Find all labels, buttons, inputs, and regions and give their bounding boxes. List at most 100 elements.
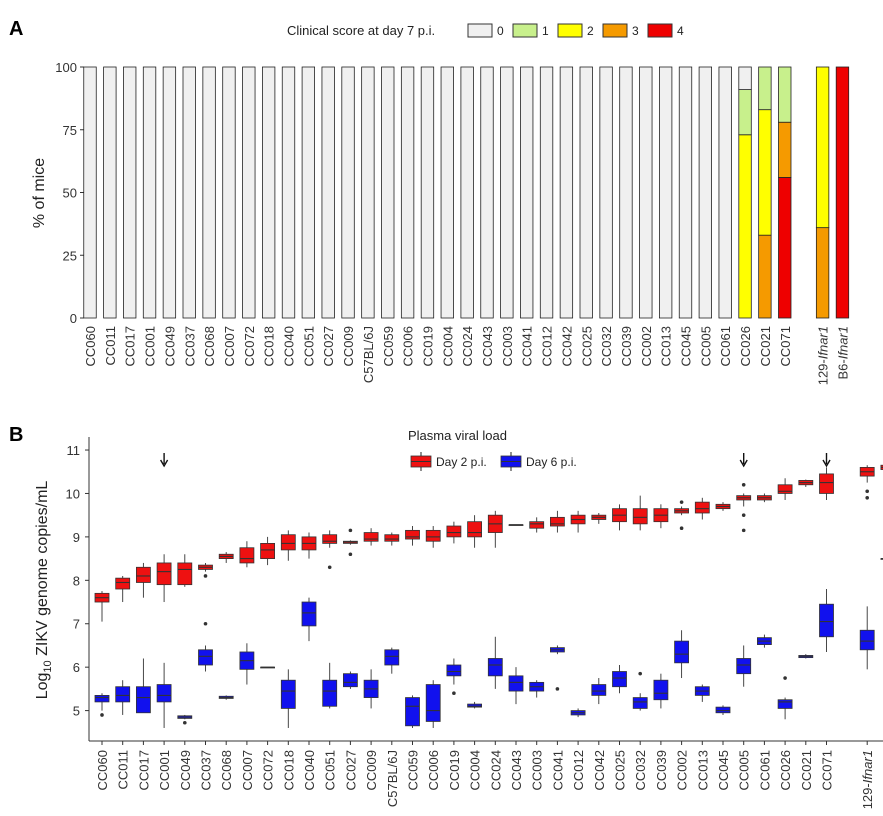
bar-segment (400, 66, 415, 319)
bar-segment (718, 66, 732, 319)
y-axis-title-part: Log (34, 673, 51, 700)
box-day6 (467, 701, 483, 709)
outlier-point (203, 574, 208, 578)
outlier-point (783, 676, 787, 680)
box-body (819, 473, 834, 494)
x-tick-label-part: B6- (835, 359, 850, 379)
x-tick-label: CC012 (571, 750, 586, 790)
x-tick-label-part: 129- (860, 783, 875, 809)
bar-segment (758, 66, 772, 111)
x-tick-label: CC011 (103, 326, 118, 366)
y-tick-label: 7 (73, 617, 80, 632)
box-body (322, 679, 338, 707)
x-tick-label: CC003 (500, 326, 515, 366)
x-tick-label: CC021 (799, 750, 814, 790)
box-body (632, 697, 648, 709)
bar-segment (619, 66, 633, 319)
outlier-point (741, 513, 746, 517)
bar-segment (341, 66, 355, 319)
y-axis-title-part: ZIKV genome copies/mL (34, 481, 51, 661)
x-tick-label: CC004 (440, 326, 455, 366)
box-day2 (218, 552, 234, 563)
bar-segment (778, 121, 792, 178)
box-day2 (446, 521, 462, 544)
box-day2 (280, 530, 296, 561)
x-tick-label: CC018 (281, 750, 296, 790)
bar-segment (301, 66, 316, 319)
box-day2 (859, 465, 875, 500)
x-tick-label: CC071 (778, 326, 793, 366)
x-tick-label: CC045 (679, 326, 694, 366)
x-tick-label: CC040 (282, 326, 297, 366)
bar-segment (520, 66, 534, 319)
box-body (156, 684, 172, 703)
y-axis-title-part: 10 (42, 660, 54, 672)
y-tick-label: 0 (70, 311, 77, 326)
bar-segment (420, 66, 435, 319)
box-day6 (239, 643, 255, 685)
box-body (777, 484, 793, 494)
box-body (674, 640, 689, 664)
x-tick-label: CC037 (182, 326, 197, 366)
box-day2 (177, 554, 193, 587)
outlier-point (327, 565, 332, 570)
box-day2 (198, 562, 213, 578)
x-tick-label: CC009 (364, 750, 379, 790)
box-day6 (777, 676, 793, 720)
outlier-point (638, 671, 642, 676)
x-tick-label-part: 129- (816, 359, 831, 385)
y-tick-label: 11 (67, 443, 81, 458)
box-body (94, 695, 110, 703)
x-tick-label: CC068 (202, 326, 217, 366)
box-body (487, 658, 503, 677)
box-day2 (342, 528, 358, 557)
x-tick-label: CC006 (426, 750, 441, 790)
x-tick-label: CC027 (343, 750, 358, 790)
box-day6 (198, 621, 213, 672)
box-body (156, 562, 172, 586)
x-tick-label: CC068 (219, 750, 234, 790)
y-tick-label: 5 (73, 704, 80, 719)
outlier-point (741, 528, 746, 533)
box-day6 (177, 714, 193, 725)
box-day2 (757, 493, 772, 503)
box-day6 (757, 634, 772, 648)
box-day6 (632, 671, 648, 711)
box-day2 (487, 510, 503, 548)
box-day2 (715, 502, 731, 511)
arrow-head (822, 459, 831, 468)
box-day2 (798, 479, 814, 487)
box-body (239, 547, 255, 564)
bar-segment (559, 66, 574, 319)
bar-segment (281, 66, 296, 319)
bar-segment (599, 66, 613, 319)
box-body (777, 699, 793, 709)
box-body (446, 664, 462, 677)
bar-segment (202, 66, 216, 319)
box-day6 (570, 708, 586, 718)
x-tick-label: CC071 (820, 750, 835, 790)
x-tick-label: CC051 (323, 750, 338, 790)
box-day6 (218, 695, 234, 700)
x-tick-label: CC013 (695, 750, 710, 790)
x-tick-label: CC061 (757, 750, 772, 790)
outlier-point (100, 713, 104, 717)
outlier-point (555, 687, 560, 691)
x-tick-label: CC007 (222, 326, 237, 366)
box-day2 (632, 495, 648, 531)
x-tick-label: CC072 (242, 326, 257, 366)
box-day2 (777, 478, 793, 500)
box-body (550, 516, 565, 527)
x-tick-label: CC060 (83, 326, 98, 366)
box-body (715, 706, 731, 714)
x-tick-label: CC072 (261, 750, 276, 790)
x-tick-label: CC040 (302, 750, 317, 790)
legend-entry: Day 6 p.i. (526, 455, 577, 469)
box-day2 (363, 528, 379, 546)
x-tick-label: C57BL/6J (361, 326, 376, 383)
y-tick-label: 8 (73, 573, 80, 588)
box-day6 (880, 558, 883, 560)
bar-segment (222, 66, 236, 319)
box-day2 (612, 504, 627, 531)
